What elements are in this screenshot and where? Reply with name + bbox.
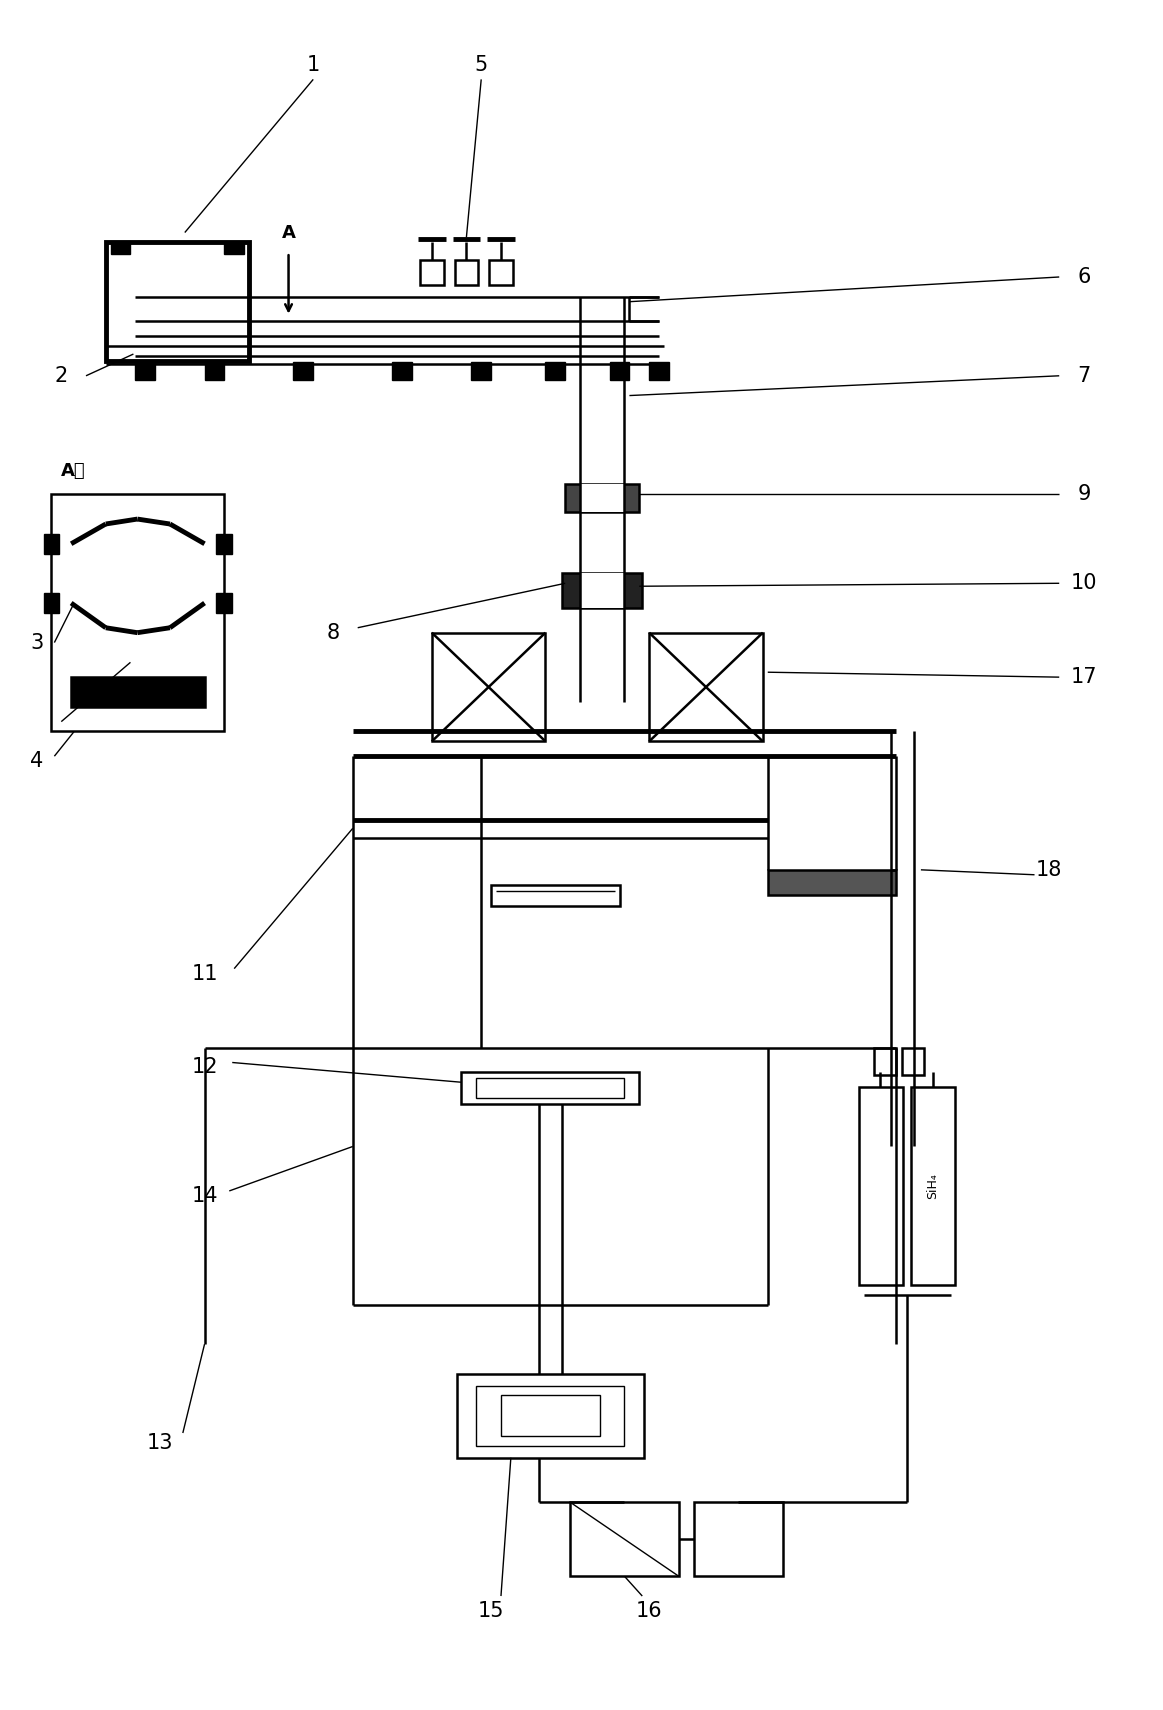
Bar [43,534,59,554]
Bar [110,243,130,255]
Text: 17: 17 [1071,667,1097,687]
Bar [858,1088,904,1284]
Bar [580,484,625,511]
Bar [216,593,233,612]
Bar [455,260,478,286]
Bar [902,1048,923,1076]
Bar [135,363,155,380]
Bar [768,870,897,894]
Bar [875,1048,897,1076]
Text: 18: 18 [1036,860,1063,881]
Bar [106,243,249,361]
Text: 1: 1 [307,55,320,75]
Bar [491,884,620,906]
Text: 14: 14 [191,1185,217,1206]
Text: 7: 7 [1077,366,1091,386]
Text: 10: 10 [1071,573,1097,593]
Bar [649,633,763,742]
Bar [649,363,669,380]
Bar [911,1088,956,1284]
Bar [477,1385,625,1447]
Text: 12: 12 [191,1057,217,1077]
Bar [51,494,224,732]
Text: 13: 13 [147,1433,173,1454]
Bar [490,260,513,286]
Bar [545,363,565,380]
Bar [580,573,625,609]
Bar [205,363,224,380]
Bar [501,1395,600,1436]
Text: 6: 6 [1077,267,1091,287]
Bar [71,677,205,706]
Text: 16: 16 [636,1601,663,1621]
Bar [477,1079,625,1098]
Bar [420,260,443,286]
Text: A: A [281,224,295,243]
Bar [565,484,640,511]
Text: 4: 4 [30,751,43,771]
Bar [457,1373,644,1457]
Bar [570,1501,679,1577]
Text: 15: 15 [478,1601,505,1621]
Text: 3: 3 [30,633,43,653]
Bar [224,243,244,255]
Bar [609,363,629,380]
Text: SiH₄: SiH₄ [926,1173,940,1199]
Bar [293,363,313,380]
Text: 11: 11 [191,963,217,983]
Text: 8: 8 [327,622,340,643]
Bar [216,534,233,554]
Bar [462,1072,640,1105]
Bar [431,633,545,742]
Text: 9: 9 [1077,484,1091,504]
Bar [693,1501,783,1577]
Bar [43,593,59,612]
Bar [471,363,491,380]
Bar [392,363,412,380]
Text: 2: 2 [55,366,67,386]
Text: A向: A向 [62,462,86,479]
Text: 5: 5 [475,55,487,75]
Bar [562,573,642,609]
